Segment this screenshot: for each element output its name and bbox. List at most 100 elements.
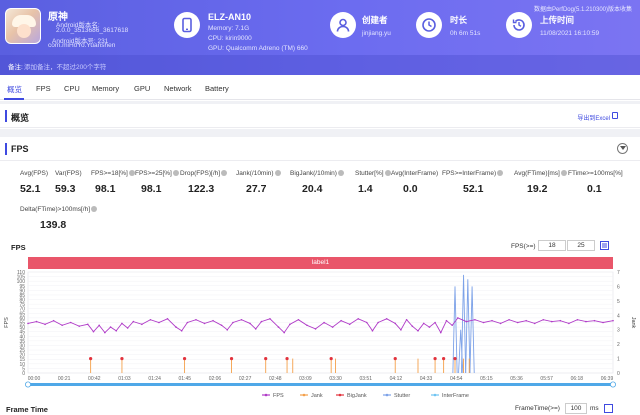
stat-label: Stutter[%] bbox=[355, 170, 391, 177]
y-tick-label: 75 bbox=[19, 302, 25, 308]
note-bar[interactable]: 备注: 添加备注，不超过200个字符 bbox=[0, 55, 640, 75]
bigjank-marker bbox=[229, 356, 234, 361]
legend-label: InterFrame bbox=[442, 393, 469, 399]
tab-fps[interactable]: FPS bbox=[36, 84, 51, 93]
fps-point bbox=[232, 321, 234, 324]
fps-point bbox=[203, 322, 206, 325]
app-icon bbox=[5, 8, 41, 44]
tab-battery[interactable]: Battery bbox=[205, 84, 229, 93]
fps-point bbox=[98, 324, 100, 327]
fps-point bbox=[132, 320, 135, 323]
legend-dot bbox=[302, 393, 306, 397]
help-icon bbox=[128, 170, 135, 176]
bigjank-marker bbox=[442, 356, 446, 361]
stat-value: 20.4 bbox=[302, 183, 323, 195]
fps-point bbox=[323, 321, 325, 324]
fps-point bbox=[121, 322, 123, 325]
y-tick-label: 50 bbox=[19, 325, 25, 331]
fps-point bbox=[593, 319, 596, 322]
fps-point bbox=[533, 322, 536, 325]
x-tick-label: 04:33 bbox=[420, 376, 433, 382]
fps-point bbox=[457, 317, 459, 319]
x-tick-label: 06:39 bbox=[601, 376, 614, 382]
y2-tick-label: 1 bbox=[617, 357, 620, 363]
x-tick-label: 04:12 bbox=[390, 376, 403, 382]
x-tick-label: 06:18 bbox=[571, 376, 584, 382]
tab-memory[interactable]: Memory bbox=[92, 84, 120, 93]
fps-point bbox=[166, 318, 169, 320]
tab-network[interactable]: Network bbox=[164, 84, 192, 93]
device-model: ELZ-AN10 bbox=[208, 12, 252, 22]
y-tick-label: 85 bbox=[19, 293, 25, 299]
stat-value: 0.0 bbox=[403, 183, 418, 195]
fps-chart[interactable]: 0510152025303540455055606570758085909510… bbox=[0, 270, 640, 400]
fps-point bbox=[126, 327, 129, 329]
fps-point bbox=[249, 322, 251, 325]
y-tick-label: 25 bbox=[19, 348, 25, 354]
bigjank-marker bbox=[285, 356, 289, 361]
fps-point bbox=[559, 319, 562, 322]
apply-frame-time-icon[interactable] bbox=[604, 404, 613, 413]
fps-point bbox=[141, 323, 143, 326]
zoom-handle-left bbox=[24, 381, 31, 388]
fps-point bbox=[269, 318, 271, 320]
fps-threshold-input-1[interactable]: 18 bbox=[538, 240, 566, 251]
fps-point bbox=[277, 326, 280, 328]
y-tick-label: 40 bbox=[19, 334, 25, 340]
stat-label: Avg(InterFrame) bbox=[391, 170, 439, 177]
stat-value: 52.1 bbox=[20, 183, 41, 195]
upload-label: 上传时间 bbox=[540, 15, 575, 25]
note-input[interactable]: 添加备注，不超过200个字符 bbox=[24, 64, 107, 71]
fps-point bbox=[465, 320, 468, 323]
x-tick-label: 02:06 bbox=[209, 376, 222, 382]
legend-dot bbox=[385, 393, 389, 397]
fps-point bbox=[254, 328, 257, 330]
apply-threshold-icon[interactable] bbox=[600, 241, 609, 250]
device-cpu: CPU: kirin9000 bbox=[208, 35, 252, 42]
fps-point bbox=[186, 321, 189, 324]
y-tick-label: 90 bbox=[19, 288, 25, 294]
y-tick-label: 45 bbox=[19, 330, 25, 336]
export-icon[interactable] bbox=[612, 112, 618, 119]
zoom-handle-right bbox=[610, 381, 617, 388]
tab-cpu[interactable]: CPU bbox=[64, 84, 80, 93]
fps-threshold-label: FPS(>=) bbox=[511, 243, 536, 250]
x-tick-label: 02:27 bbox=[239, 376, 252, 382]
y-tick-label: 70 bbox=[19, 307, 25, 313]
app-version-name: 2.0.0_3513686_3617618 bbox=[56, 27, 129, 34]
export-excel-link[interactable]: 导出到Excel bbox=[577, 116, 610, 122]
y-tick-label: 65 bbox=[19, 311, 25, 317]
help-icon bbox=[274, 170, 281, 176]
fps-point bbox=[568, 322, 570, 325]
fps-threshold-input-2[interactable]: 25 bbox=[567, 240, 595, 251]
stat-label: FPS>=InterFrame) bbox=[442, 170, 504, 177]
device-gpu: GPU: Qualcomm Adreno (TM) 660 bbox=[208, 45, 308, 52]
fps-point bbox=[422, 322, 425, 325]
stat-label: Avg(FPS) bbox=[20, 170, 49, 177]
label-bar[interactable]: label1 bbox=[28, 257, 613, 269]
y-tick-label: 110 bbox=[17, 270, 25, 276]
duration-label: 时长 bbox=[450, 15, 468, 25]
fps-point bbox=[331, 326, 334, 328]
frame-time-threshold-input[interactable]: 100 bbox=[565, 403, 587, 414]
fps-point bbox=[306, 324, 308, 327]
stat-label: Var(FPS) bbox=[55, 170, 82, 177]
clock-icon bbox=[416, 12, 442, 38]
bigjank-marker bbox=[89, 356, 93, 361]
fps-point bbox=[508, 318, 510, 321]
tab-gpu[interactable]: GPU bbox=[134, 84, 151, 93]
collapse-toggle-icon[interactable] bbox=[617, 143, 628, 154]
fps-point bbox=[52, 319, 55, 322]
fps-point bbox=[417, 329, 419, 332]
fps-point bbox=[297, 318, 300, 321]
report-header: 原神 Android版本名: 2.0.0_3513686_3617618 And… bbox=[0, 0, 640, 75]
bigjank-marker bbox=[329, 356, 333, 361]
tab-overview[interactable]: 概览 bbox=[7, 85, 22, 94]
x-tick-label: 04:54 bbox=[450, 376, 463, 382]
fps-point bbox=[226, 329, 229, 331]
overview-title: 概览 bbox=[11, 113, 30, 123]
y-tick-label: 20 bbox=[19, 353, 25, 359]
stutter-spike bbox=[465, 279, 471, 374]
y-axis-label: FPS bbox=[4, 317, 10, 328]
fps-point bbox=[585, 320, 587, 323]
